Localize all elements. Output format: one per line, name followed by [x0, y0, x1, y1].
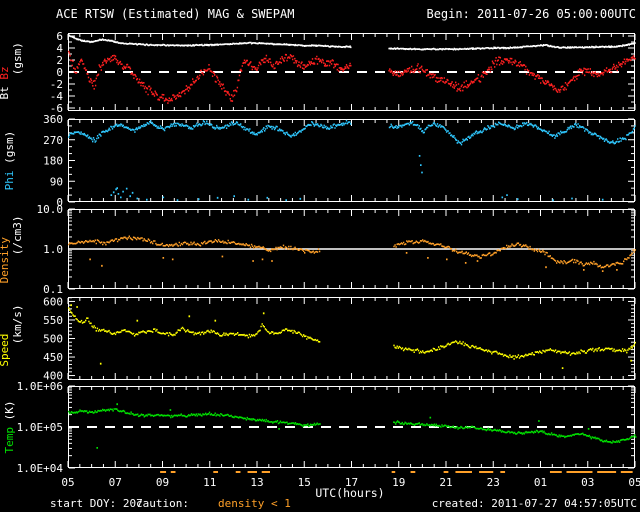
- svg-text:Density: Density: [0, 237, 11, 284]
- caution-label: caution:: [136, 497, 189, 510]
- svg-text:1.0E+05: 1.0E+05: [17, 421, 63, 434]
- svg-text:07: 07: [109, 476, 122, 489]
- svg-text:1.0: 1.0: [43, 243, 63, 256]
- created-timestamp: created: 2011-07-27 04:57:05UTC: [431, 497, 637, 510]
- svg-text:400: 400: [43, 370, 63, 383]
- svg-text:13: 13: [250, 476, 263, 489]
- svg-text:500: 500: [43, 333, 63, 346]
- svg-text:-2: -2: [50, 78, 63, 91]
- svg-text:600: 600: [43, 295, 63, 308]
- svg-text:09: 09: [156, 476, 169, 489]
- svg-text:(/cm3): (/cm3): [11, 216, 24, 256]
- svg-text:2: 2: [56, 54, 63, 67]
- svg-text:19: 19: [392, 476, 405, 489]
- svg-text:Speed: Speed: [0, 334, 11, 367]
- svg-text:4: 4: [56, 42, 63, 55]
- svg-text:-6: -6: [50, 102, 63, 115]
- svg-text:11: 11: [203, 476, 216, 489]
- plot-title: ACE RTSW (Estimated) MAG & SWEPAM: [56, 7, 295, 21]
- x-axis-label: UTC(hours): [315, 486, 385, 500]
- svg-text:03: 03: [581, 476, 594, 489]
- svg-text:05: 05: [61, 476, 74, 489]
- svg-text:Temp (K): Temp (K): [3, 401, 16, 454]
- svg-text:1.0E+06: 1.0E+06: [17, 380, 63, 393]
- start-doy-text: start DOY: 207: [50, 497, 143, 510]
- svg-text:450: 450: [43, 351, 63, 364]
- svg-text:0.1: 0.1: [43, 283, 63, 296]
- svg-text:01: 01: [534, 476, 547, 489]
- svg-text:270: 270: [43, 134, 63, 147]
- svg-text:-4: -4: [50, 90, 64, 103]
- svg-text:6: 6: [56, 30, 63, 43]
- svg-text:360: 360: [43, 113, 63, 126]
- svg-text:17: 17: [345, 476, 358, 489]
- begin-timestamp: Begin: 2011-07-26 05:00:00UTC: [426, 7, 636, 21]
- svg-text:10.0: 10.0: [37, 203, 64, 216]
- svg-text:1.0E+04: 1.0E+04: [17, 462, 64, 475]
- svg-text:05: 05: [628, 476, 640, 489]
- svg-text:90: 90: [50, 175, 63, 188]
- svg-text:15: 15: [298, 476, 311, 489]
- svg-text:Bt Bz: Bt Bz: [0, 66, 11, 99]
- svg-text:550: 550: [43, 314, 63, 327]
- svg-text:0: 0: [56, 196, 63, 209]
- svg-text:0: 0: [56, 66, 63, 79]
- svg-text:(gsm): (gsm): [11, 42, 24, 75]
- svg-text:(km/s): (km/s): [11, 305, 24, 345]
- svg-text:23: 23: [487, 476, 500, 489]
- svg-text:21: 21: [439, 476, 452, 489]
- caution-density-text: density < 1: [218, 497, 291, 510]
- svg-text:180: 180: [43, 155, 63, 168]
- svg-text:Phi (gsm): Phi (gsm): [3, 131, 16, 191]
